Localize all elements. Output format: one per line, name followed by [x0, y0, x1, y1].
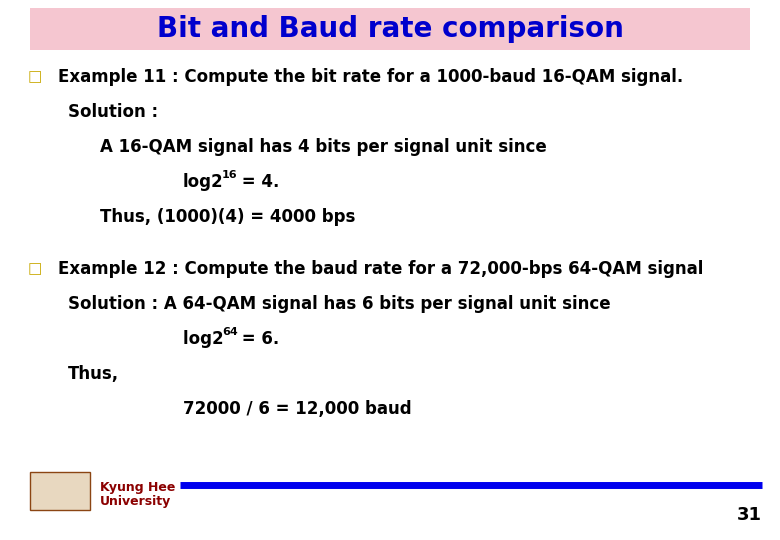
- Text: 16: 16: [222, 170, 238, 180]
- Text: log2: log2: [183, 173, 224, 191]
- Text: 72000 / 6 = 12,000 baud: 72000 / 6 = 12,000 baud: [183, 400, 412, 418]
- Text: Thus,: Thus,: [68, 365, 119, 383]
- Text: A 16-QAM signal has 4 bits per signal unit since: A 16-QAM signal has 4 bits per signal un…: [100, 138, 547, 156]
- Text: log2: log2: [183, 330, 229, 348]
- Text: □: □: [28, 70, 42, 84]
- Text: 31: 31: [737, 506, 762, 524]
- Text: Example 12 : Compute the baud rate for a 72,000-bps 64-QAM signal: Example 12 : Compute the baud rate for a…: [58, 260, 704, 278]
- Text: Thus, (1000)(4) = 4000 bps: Thus, (1000)(4) = 4000 bps: [100, 208, 356, 226]
- Text: □: □: [28, 261, 42, 276]
- Text: University: University: [100, 496, 172, 509]
- Text: Solution :: Solution :: [68, 103, 158, 121]
- Text: 64: 64: [222, 327, 238, 337]
- Text: = 4.: = 4.: [236, 173, 279, 191]
- Bar: [30, 472, 90, 510]
- Text: = 6.: = 6.: [236, 330, 279, 348]
- Text: Example 11 : Compute the bit rate for a 1000-baud 16-QAM signal.: Example 11 : Compute the bit rate for a …: [58, 68, 683, 86]
- Text: Solution : A 64-QAM signal has 6 bits per signal unit since: Solution : A 64-QAM signal has 6 bits pe…: [68, 295, 611, 313]
- Text: Kyung Hee: Kyung Hee: [100, 482, 176, 495]
- Text: Bit and Baud rate comparison: Bit and Baud rate comparison: [157, 15, 623, 43]
- Bar: [30, 8, 750, 50]
